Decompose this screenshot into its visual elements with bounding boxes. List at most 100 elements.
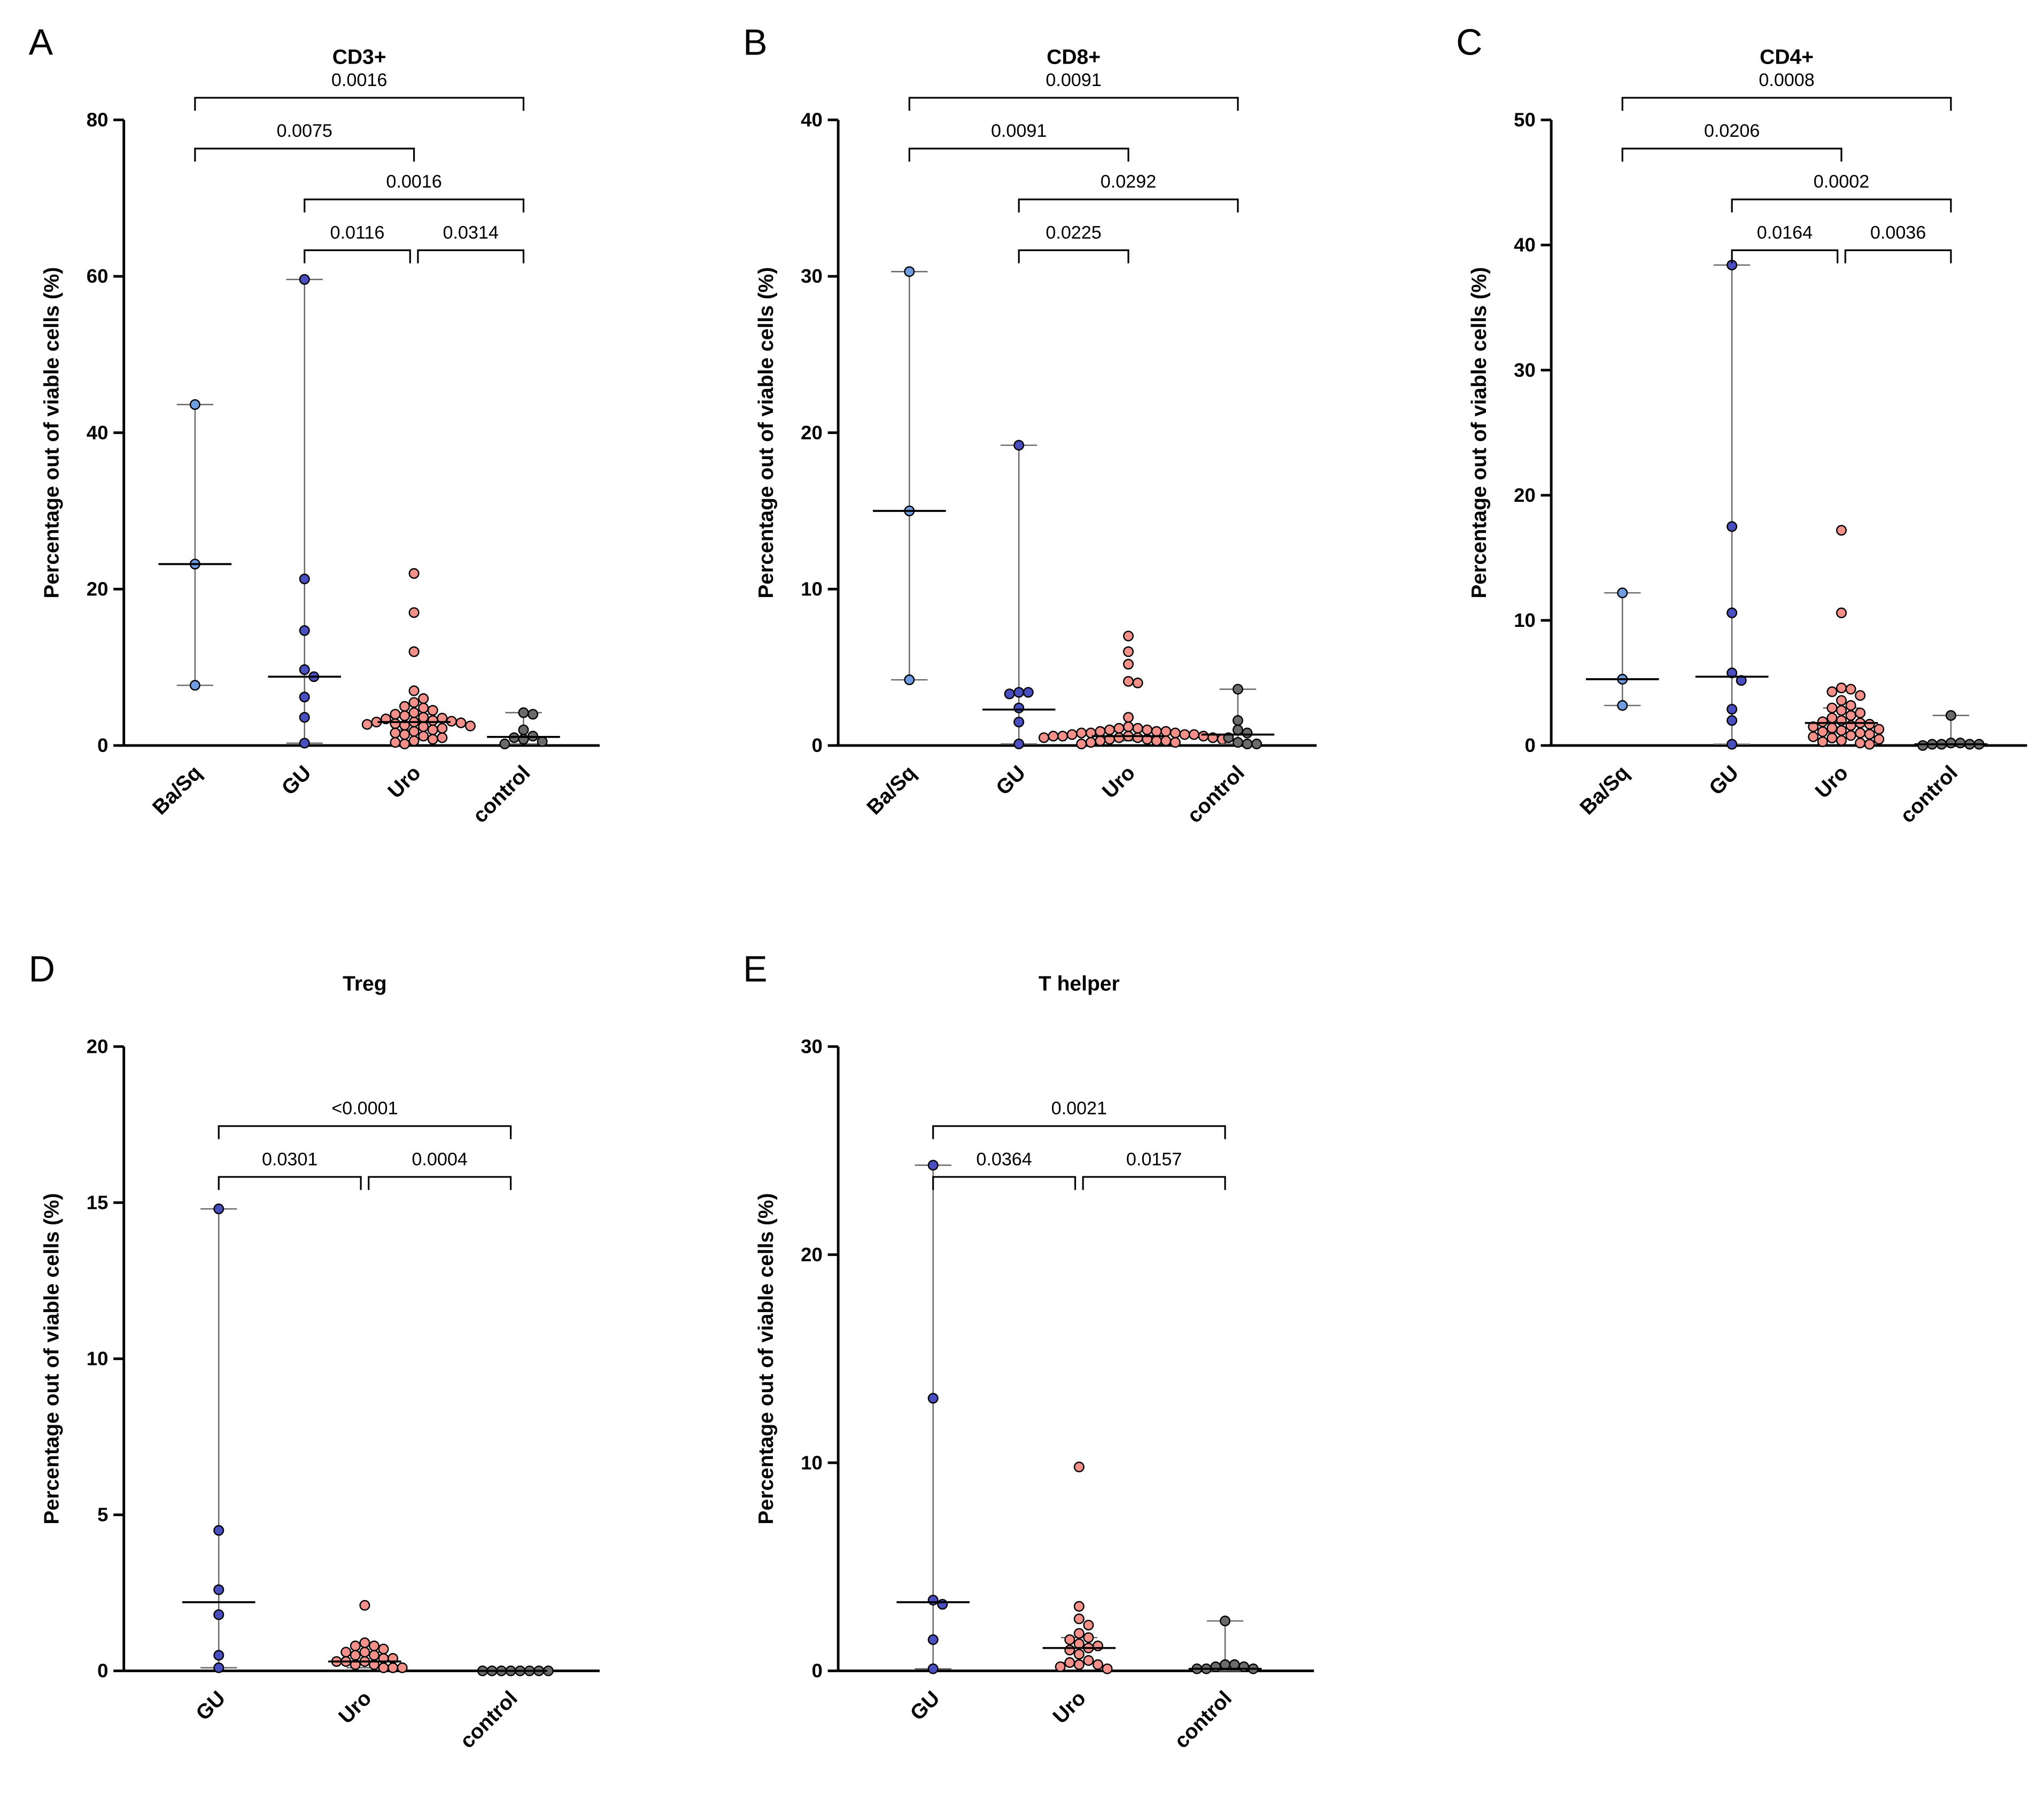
panel-letter: A (29, 22, 53, 63)
data-point (390, 718, 401, 729)
y-axis-label: Percentage out of viable cells (%) (755, 1193, 778, 1524)
data-point (1113, 723, 1125, 734)
p-value-label: 0.0021 (1051, 1098, 1107, 1119)
data-point (527, 709, 538, 720)
data-point (350, 1650, 361, 1661)
y-tick-label: 20 (801, 422, 823, 444)
data-point (408, 697, 420, 708)
data-point (437, 723, 448, 734)
data-point (1855, 690, 1866, 701)
data-point (340, 1647, 352, 1658)
significance-bracket (932, 1176, 1077, 1190)
data-point (408, 568, 420, 579)
data-point (1092, 1640, 1103, 1651)
data-point (1048, 731, 1059, 742)
data-point (350, 1640, 361, 1651)
data-point (1073, 1628, 1085, 1639)
significance-bracket (304, 198, 525, 213)
data-point (1076, 727, 1087, 739)
data-point (399, 710, 411, 721)
data-point (408, 607, 420, 618)
p-value-label: 0.0002 (1814, 172, 1869, 192)
data-point (1073, 1659, 1085, 1670)
data-point (1066, 729, 1078, 740)
significance-bracket (1621, 97, 1952, 111)
y-tick-label: 40 (801, 109, 823, 131)
data-point (1836, 705, 1847, 716)
data-point (418, 702, 429, 713)
data-point (1004, 688, 1015, 700)
p-value-label: 0.0301 (262, 1149, 318, 1169)
data-point (1123, 646, 1134, 657)
y-tick-label: 60 (87, 265, 109, 287)
data-point (1102, 1663, 1113, 1674)
significance-bracket (218, 1176, 362, 1190)
data-point (418, 731, 429, 742)
data-point (378, 1643, 389, 1655)
data-point (1826, 686, 1838, 697)
data-point (1251, 739, 1262, 750)
data-point (1617, 700, 1628, 711)
data-point (1038, 732, 1049, 743)
data-point (1864, 719, 1875, 730)
data-point (1817, 726, 1828, 738)
data-point (1132, 732, 1143, 743)
significance-bracket (908, 148, 1129, 162)
data-point (499, 739, 510, 750)
chart-title: T helper (1039, 972, 1120, 995)
data-point (1113, 732, 1125, 743)
y-tick-label: 50 (1514, 109, 1536, 131)
significance-bracket (368, 1176, 512, 1190)
data-point (1073, 1461, 1085, 1472)
data-point (1083, 1632, 1094, 1643)
significance-bracket (1018, 249, 1129, 263)
significance-bracket (1082, 1176, 1226, 1190)
data-point (299, 625, 310, 636)
y-tick-label: 10 (87, 1348, 109, 1370)
data-point (537, 736, 548, 747)
x-tick-label: GU (992, 762, 1030, 800)
chart-title: CD8+ (1047, 45, 1101, 68)
data-point (1188, 729, 1199, 740)
significance-bracket (1844, 249, 1952, 263)
p-value-label: 0.0075 (277, 121, 332, 141)
data-point (1945, 710, 1956, 721)
data-point (1845, 710, 1856, 721)
data-point (1242, 739, 1253, 750)
data-point (1123, 721, 1134, 732)
data-point (1073, 1613, 1085, 1625)
y-axis-label: Percentage out of viable cells (%) (1468, 267, 1491, 599)
y-tick-label: 30 (801, 265, 823, 287)
data-point (213, 1650, 224, 1661)
data-point (927, 1393, 939, 1404)
data-point (1864, 728, 1875, 740)
data-point (1160, 726, 1172, 737)
p-value-label: 0.0036 (1870, 222, 1926, 243)
data-point (1826, 723, 1838, 734)
data-point (368, 1640, 380, 1651)
data-point (408, 707, 420, 718)
y-tick-label: 10 (801, 1452, 823, 1473)
data-point (299, 664, 310, 676)
data-point (299, 692, 310, 703)
data-point (1855, 727, 1866, 739)
data-point (1726, 704, 1738, 715)
data-point (1013, 739, 1025, 750)
x-tick-label: Ba/Sq (1576, 762, 1634, 820)
significance-bracket (1731, 198, 1952, 213)
data-point (1023, 687, 1034, 698)
data-point (1836, 735, 1847, 746)
data-point (427, 715, 438, 726)
data-point (1836, 695, 1847, 706)
p-value-label: 0.0116 (330, 222, 385, 243)
significance-bracket (932, 1125, 1226, 1139)
data-point (1219, 1616, 1230, 1627)
data-point (399, 701, 411, 712)
data-point (1845, 730, 1856, 741)
panel-letter: B (743, 22, 768, 63)
data-point (1013, 440, 1025, 451)
data-point (1073, 1601, 1085, 1612)
y-tick-label: 20 (801, 1244, 823, 1266)
data-point (213, 1662, 224, 1673)
